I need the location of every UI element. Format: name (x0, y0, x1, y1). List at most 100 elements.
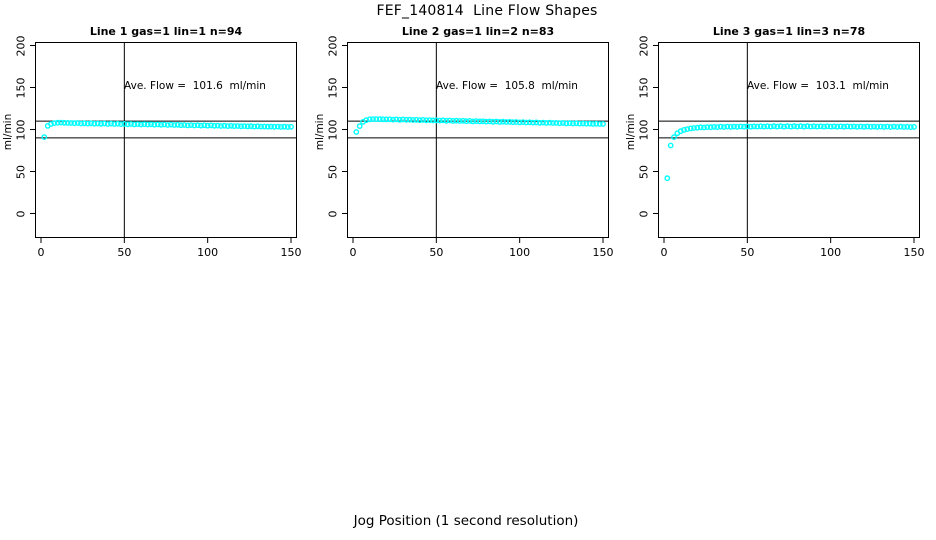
panel-2-title: Line 2 gas=1 lin=2 n=83 (401, 25, 555, 38)
data-point (771, 123, 777, 130)
data-point (824, 123, 831, 130)
data-point (201, 122, 208, 129)
data-point (881, 124, 887, 130)
data-point (214, 122, 221, 129)
panel-2-plot-area (342, 42, 609, 243)
data-point (353, 129, 360, 135)
data-point (747, 123, 754, 130)
data-point (248, 123, 254, 130)
data-point (151, 121, 158, 128)
x-tick-label: 50 (429, 246, 444, 259)
data-point (390, 116, 396, 123)
data-point (741, 123, 747, 130)
data-point (244, 123, 251, 130)
data-point (111, 121, 118, 127)
data-point (774, 123, 781, 130)
data-point (794, 123, 801, 130)
data-point (744, 123, 751, 130)
data-point (861, 123, 867, 130)
panel-3-ave-flow-annotation: Ave. Flow = 103.1 ml/min (747, 80, 889, 92)
panel-1-y-axis-label: ml/min (2, 113, 14, 151)
data-point (396, 116, 403, 123)
data-point (814, 123, 821, 130)
data-point (413, 116, 420, 123)
data-point (194, 122, 201, 129)
data-point (731, 123, 737, 130)
data-point (560, 120, 566, 126)
data-point (493, 118, 500, 125)
y-tick-label: 200 (14, 35, 28, 56)
y-tick-label: 0 (14, 210, 28, 217)
x-tick-label: 100 (820, 246, 842, 259)
data-point (701, 124, 707, 131)
panel-line-2: Line 2 gas=1 lin=2 n=83 ml/min Ave. Flow… (314, 25, 614, 259)
data-point (884, 123, 891, 130)
data-point (687, 125, 694, 132)
data-point (191, 122, 198, 129)
data-point (138, 121, 144, 128)
data-point (466, 118, 473, 124)
data-point (208, 122, 214, 129)
y-tick-label: 100 (14, 119, 28, 140)
data-point (281, 123, 288, 130)
x-tick-label: 50 (117, 246, 132, 259)
data-point (791, 123, 797, 130)
data-point (268, 123, 274, 130)
panel-2-ave-flow-annotation: Ave. Flow = 105.8 ml/min (436, 80, 578, 92)
data-point (513, 119, 520, 125)
data-point (857, 123, 864, 130)
data-point (450, 118, 456, 124)
data-point (134, 121, 141, 128)
data-point (717, 123, 724, 130)
data-point (101, 120, 108, 127)
data-point (174, 121, 181, 128)
data-point (288, 123, 294, 130)
data-point (483, 118, 490, 125)
y-tick-label: 100 (637, 119, 651, 140)
data-point (854, 123, 861, 130)
data-point (707, 124, 714, 131)
data-points (664, 123, 917, 182)
data-point (370, 116, 376, 123)
plot-box (347, 42, 609, 238)
data-point (118, 121, 124, 128)
data-point (724, 123, 731, 130)
data-point (550, 120, 556, 126)
data-point (406, 116, 413, 123)
data-point (714, 124, 721, 131)
data-point (264, 123, 271, 130)
data-point (694, 124, 701, 131)
data-point (797, 123, 804, 130)
y-tick-label: 100 (326, 119, 340, 140)
panel-1-ave-flow-annotation: Ave. Flow = 101.6 ml/min (124, 80, 266, 92)
data-point (131, 121, 138, 128)
data-point (864, 123, 871, 130)
y-tick-label: 50 (14, 164, 28, 179)
x-tick-label: 150 (280, 246, 302, 259)
data-point (433, 117, 440, 124)
data-point (58, 119, 64, 126)
data-point (697, 124, 704, 131)
data-point (593, 120, 600, 127)
data-point (98, 120, 104, 127)
data-point (540, 119, 546, 126)
data-point (241, 123, 248, 130)
data-point (356, 123, 363, 130)
data-point (887, 124, 894, 130)
data-point (897, 123, 904, 130)
data-point (144, 121, 151, 128)
data-point (278, 124, 284, 130)
data-point (81, 120, 88, 127)
chart-x-axis-label: Jog Position (1 second resolution) (353, 513, 579, 529)
data-point (764, 123, 771, 130)
data-point (48, 121, 54, 127)
data-point (543, 120, 550, 126)
data-point (61, 119, 68, 126)
data-point (907, 124, 914, 131)
data-point (161, 121, 168, 128)
data-point (671, 134, 677, 141)
data-point (667, 142, 674, 149)
data-point (204, 122, 211, 129)
data-point (711, 124, 717, 130)
data-point (363, 117, 370, 124)
